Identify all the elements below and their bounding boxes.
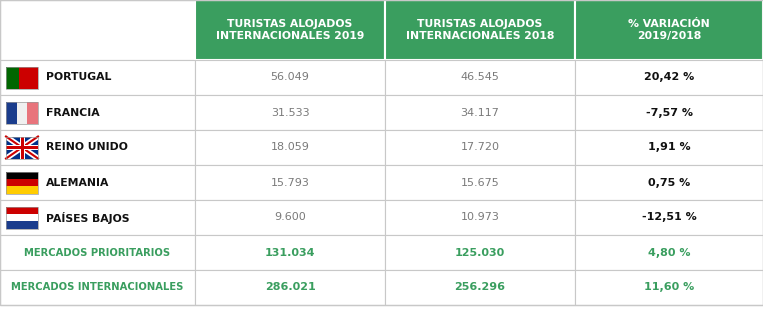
Bar (0, 165, 195, 200)
Text: 15.675: 15.675 (461, 177, 499, 187)
Bar (6, 136, 38, 158)
Bar (6, 221, 38, 228)
Text: 20,42 %: 20,42 % (644, 72, 694, 83)
Bar (21, 136, 24, 158)
Text: 31.533: 31.533 (271, 107, 309, 117)
Text: 10.973: 10.973 (461, 213, 500, 222)
Text: TURISTAS ALOJADOS
INTERNACIONALES 2019: TURISTAS ALOJADOS INTERNACIONALES 2019 (216, 19, 364, 41)
Text: -12,51 %: -12,51 % (642, 213, 697, 222)
Bar (575, 130, 763, 165)
Text: PORTUGAL: PORTUGAL (46, 72, 111, 83)
Bar (575, 165, 763, 200)
Bar (6, 101, 17, 123)
Bar (385, 95, 575, 130)
Bar (6, 146, 38, 149)
Bar (195, 130, 385, 165)
Text: PAÍSES BAJOS: PAÍSES BAJOS (46, 211, 130, 224)
Bar (575, 95, 763, 130)
Bar (575, 0, 763, 60)
Bar (6, 101, 38, 123)
Text: 125.030: 125.030 (455, 248, 505, 257)
Bar (6, 207, 38, 214)
Text: 256.296: 256.296 (455, 283, 506, 293)
Bar (575, 200, 763, 235)
Bar (0, 95, 195, 130)
Bar (6, 207, 38, 228)
Text: TURISTAS ALOJADOS
INTERNACIONALES 2018: TURISTAS ALOJADOS INTERNACIONALES 2018 (406, 19, 554, 41)
Bar (17, 101, 27, 123)
Text: 131.034: 131.034 (265, 248, 315, 257)
Bar (6, 66, 38, 89)
Text: 9.600: 9.600 (274, 213, 306, 222)
Bar (575, 235, 763, 270)
Bar (195, 270, 385, 305)
Text: 46.545: 46.545 (461, 72, 500, 83)
Bar (385, 60, 575, 95)
Bar (195, 60, 385, 95)
Bar (575, 60, 763, 95)
Bar (6, 171, 38, 179)
Bar (0, 235, 195, 270)
Text: 286.021: 286.021 (265, 283, 315, 293)
Text: 56.049: 56.049 (271, 72, 310, 83)
Text: ALEMANIA: ALEMANIA (46, 177, 109, 187)
Text: 0,75 %: 0,75 % (648, 177, 690, 187)
Text: 1,91 %: 1,91 % (648, 142, 691, 152)
Text: MERCADOS INTERNACIONALES: MERCADOS INTERNACIONALES (11, 283, 184, 293)
Bar (0, 200, 195, 235)
Bar (6, 186, 38, 193)
Bar (575, 270, 763, 305)
Bar (6, 179, 38, 186)
Bar (27, 101, 38, 123)
Bar (195, 95, 385, 130)
Text: % VARIACIÓN
2019/2018: % VARIACIÓN 2019/2018 (628, 19, 710, 41)
Bar (20, 136, 24, 158)
Bar (0, 130, 195, 165)
Bar (6, 214, 38, 221)
Text: REINO UNIDO: REINO UNIDO (46, 142, 128, 152)
Text: MERCADOS PRIORITARIOS: MERCADOS PRIORITARIOS (24, 248, 171, 257)
Bar (0, 60, 195, 95)
Bar (6, 66, 19, 89)
Bar (195, 0, 385, 60)
Bar (19, 66, 38, 89)
Bar (6, 136, 38, 158)
Bar (195, 165, 385, 200)
Bar (385, 200, 575, 235)
Text: FRANCIA: FRANCIA (46, 107, 100, 117)
Text: 4,80 %: 4,80 % (648, 248, 691, 257)
Text: 15.793: 15.793 (271, 177, 310, 187)
Bar (0, 0, 195, 60)
Bar (385, 130, 575, 165)
Bar (195, 200, 385, 235)
Bar (385, 0, 575, 60)
Text: 17.720: 17.720 (461, 142, 500, 152)
Text: 18.059: 18.059 (271, 142, 310, 152)
Text: 11,60 %: 11,60 % (644, 283, 694, 293)
Bar (0, 270, 195, 305)
Text: 34.117: 34.117 (461, 107, 500, 117)
Bar (6, 145, 38, 150)
Bar (6, 171, 38, 193)
Bar (385, 235, 575, 270)
Text: -7,57 %: -7,57 % (645, 107, 693, 117)
Bar (385, 270, 575, 305)
Bar (385, 165, 575, 200)
Bar (195, 235, 385, 270)
